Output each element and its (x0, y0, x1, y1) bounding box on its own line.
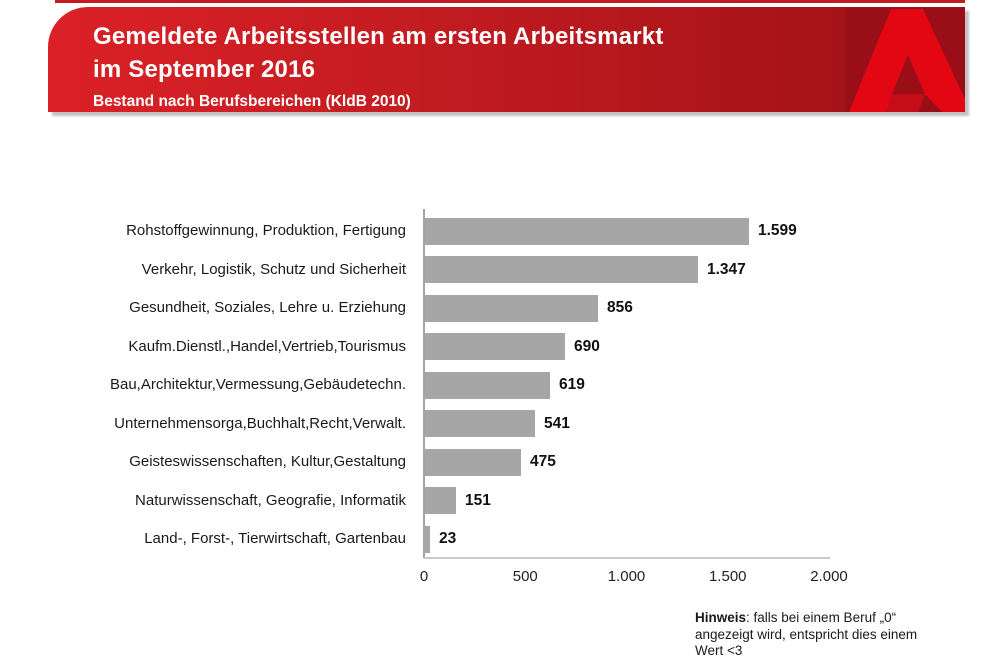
category-label: Rohstoffgewinnung, Produktion, Fertigung (126, 222, 406, 239)
category-label: Land-, Forst-, Tierwirtschaft, Gartenbau (144, 530, 406, 547)
bar (425, 448, 521, 476)
category-label: Verkehr, Logistik, Schutz und Sicherheit (141, 260, 406, 278)
title-line-2: im September 2016 (93, 56, 316, 83)
value-label: 856 (607, 299, 633, 316)
bar (425, 525, 430, 553)
value-label: 619 (559, 376, 585, 393)
x-axis-tick-label: 1.500 (708, 568, 747, 585)
x-axis-tick-label: 2.000 (810, 568, 848, 585)
footnote-text: : falls bei einem Beruf „0“ angezeigt wi… (695, 610, 918, 658)
bar (425, 487, 456, 514)
y-axis-line (423, 209, 425, 558)
bar (425, 371, 550, 399)
value-label: 1.347 (707, 260, 746, 278)
x-axis-line (424, 557, 830, 559)
x-axis-tick-label: 500 (512, 568, 538, 585)
bar (425, 217, 749, 245)
bar (425, 256, 698, 283)
category-label: Bau,Architektur,Vermessung,Gebäudetechn. (109, 376, 406, 393)
title-line-1: Gemeldete Arbeitsstellen am ersten Arbei… (93, 23, 664, 50)
value-label: 475 (530, 453, 556, 470)
value-label: 690 (574, 337, 600, 355)
category-label: Unternehmensorga,Buchhalt,Recht,Verwalt. (114, 414, 406, 432)
value-label: 541 (544, 414, 570, 432)
page-title: Gemeldete Arbeitsstellen am ersten Arbei… (93, 20, 965, 86)
bar (425, 294, 598, 322)
footnote: Hinweis: falls bei einem Beruf „0“ angez… (695, 610, 938, 660)
category-label: Kaufm.Dienstl.,Handel,Vertrieb,Tourismus (128, 337, 406, 355)
category-label: Naturwissenschaft, Geografie, Informatik (135, 491, 406, 509)
page-subtitle: Bestand nach Berufsbereichen (KldB 2010) (93, 93, 411, 110)
value-label: 1.599 (758, 222, 797, 239)
value-label: 151 (465, 491, 491, 509)
header-banner: Gemeldete Arbeitsstellen am ersten Arbei… (48, 7, 965, 112)
bar (425, 333, 565, 360)
x-axis-tick-label: 1.000 (607, 568, 646, 585)
x-axis-tick-label: 0 (419, 568, 429, 585)
top-accent-line (55, 0, 965, 3)
value-label: 23 (439, 530, 457, 547)
footnote-label: Hinweis (695, 610, 747, 625)
category-label: Geisteswissenschaften, Kultur,Gestaltung (129, 453, 406, 470)
bar (425, 410, 535, 437)
bundesagentur-fuer-arbeit-a-logo-icon (845, 7, 965, 112)
category-label: Gesundheit, Soziales, Lehre u. Erziehung (129, 299, 406, 316)
